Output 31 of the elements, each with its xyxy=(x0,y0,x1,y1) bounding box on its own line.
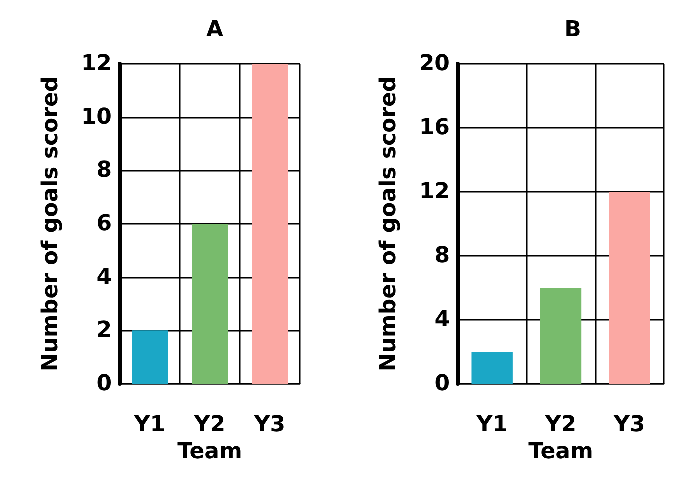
y-axis-title: Number of goals scored xyxy=(38,76,64,372)
y-tick-label: 12 xyxy=(419,180,450,204)
y-tick-label: 16 xyxy=(419,116,450,140)
bar xyxy=(472,352,513,384)
x-tick-label: Y2 xyxy=(193,412,226,438)
x-axis-title: Team xyxy=(178,439,242,464)
x-tick-label: Y3 xyxy=(613,412,646,438)
y-tick-label: 20 xyxy=(419,52,450,76)
y-tick-label: 4 xyxy=(434,308,450,332)
y-tick-label: 6 xyxy=(96,212,112,236)
bar xyxy=(192,224,228,384)
y-tick-label: 0 xyxy=(434,372,450,396)
y-tick-label: 8 xyxy=(96,158,112,184)
x-tick-label: Y1 xyxy=(133,412,166,438)
bar xyxy=(609,192,650,384)
y-tick-label: 12 xyxy=(81,52,112,76)
x-tick-label: Y3 xyxy=(253,412,286,438)
y-tick-label: 10 xyxy=(81,104,112,130)
x-tick-label: Y2 xyxy=(544,412,577,438)
y-tick-label: 8 xyxy=(434,244,450,268)
bar xyxy=(132,330,168,384)
chart-title: A xyxy=(206,18,224,42)
bar xyxy=(540,288,582,384)
chart-title: B xyxy=(564,18,582,42)
x-axis-title: Team xyxy=(528,439,594,464)
y-axis-title: Number of goals scored xyxy=(376,76,402,372)
y-tick-label: 4 xyxy=(96,264,112,290)
x-tick-label: Y1 xyxy=(476,412,508,438)
y-tick-label: 2 xyxy=(96,318,112,344)
bar xyxy=(252,64,288,384)
y-tick-label: 0 xyxy=(96,372,112,396)
